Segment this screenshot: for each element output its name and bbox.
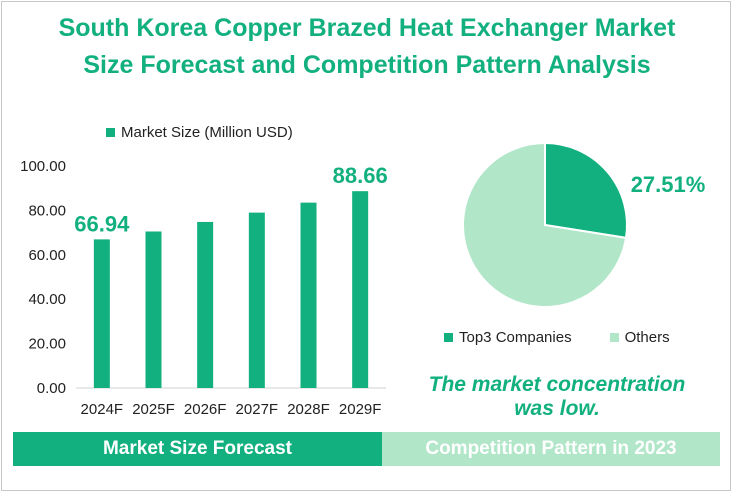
conclusion-line-1: The market concentration xyxy=(428,373,686,396)
pie-legend-label-others: Others xyxy=(624,329,670,346)
conclusion-text: The market concentration was low. xyxy=(400,373,714,421)
y-tick-label: 0.00 xyxy=(37,380,66,397)
y-tick-label: 80.00 xyxy=(28,202,66,219)
x-tick-label: 2025F xyxy=(132,401,175,418)
pie-chart: 27.51% xyxy=(462,141,706,308)
pie-legend-label-top3: Top3 Companies xyxy=(459,329,572,346)
x-tick-label: 2024F xyxy=(81,401,124,418)
bar-data-label: 88.66 xyxy=(333,163,388,188)
bar-chart: 0.00 20.00 40.00 60.00 80.00 100.00 66.94 2024F… xyxy=(20,158,388,418)
footer-competition: Competition Pattern in 2023 xyxy=(382,432,720,466)
bar-2029F xyxy=(352,191,369,388)
footer-market-size: Market Size Forecast xyxy=(13,432,382,466)
bar-data-label: 66.94 xyxy=(74,211,130,236)
bar-2026F xyxy=(197,221,214,388)
bar-2028F xyxy=(300,202,317,388)
page-title: South Korea Copper Brazed Heat Exchanger… xyxy=(0,10,734,84)
footer-right-label: Competition Pattern in 2023 xyxy=(425,438,677,459)
bar-2027F xyxy=(248,212,265,388)
bar-legend-swatch xyxy=(106,128,115,137)
y-tick-label: 100.00 xyxy=(20,158,66,175)
x-tick-label: 2028F xyxy=(287,401,330,418)
pie-slice-others xyxy=(462,141,628,308)
pie-slice-top3 xyxy=(544,141,628,240)
y-tick-label: 60.00 xyxy=(28,247,66,264)
footer-left-label: Market Size Forecast xyxy=(102,438,293,459)
title-line-1: South Korea Copper Brazed Heat Exchanger… xyxy=(58,14,676,42)
pie-legend: Top3 Companies Others xyxy=(444,329,708,346)
pie-data-label: 27.51% xyxy=(631,172,706,197)
pie-legend-swatch-others xyxy=(609,333,619,342)
pie-legend-swatch-top3 xyxy=(444,333,453,342)
title-line-2: Size Forecast and Competition Pattern An… xyxy=(83,51,651,79)
bar-legend: Market Size (Million USD) xyxy=(106,124,293,141)
y-tick-label: 20.00 xyxy=(28,336,66,353)
y-tick-label: 40.00 xyxy=(28,291,66,308)
bar-2025F xyxy=(145,231,162,388)
pie-legend-item-top3: Top3 Companies xyxy=(444,329,572,346)
pie-legend-item-others: Others xyxy=(609,329,670,346)
conclusion-line-2: was low. xyxy=(514,397,600,420)
x-tick-label: 2027F xyxy=(236,401,279,418)
bar-legend-label: Market Size (Million USD) xyxy=(121,124,293,141)
bar-2024F xyxy=(93,239,110,388)
x-tick-label: 2029F xyxy=(339,401,382,418)
x-tick-label: 2026F xyxy=(184,401,227,418)
